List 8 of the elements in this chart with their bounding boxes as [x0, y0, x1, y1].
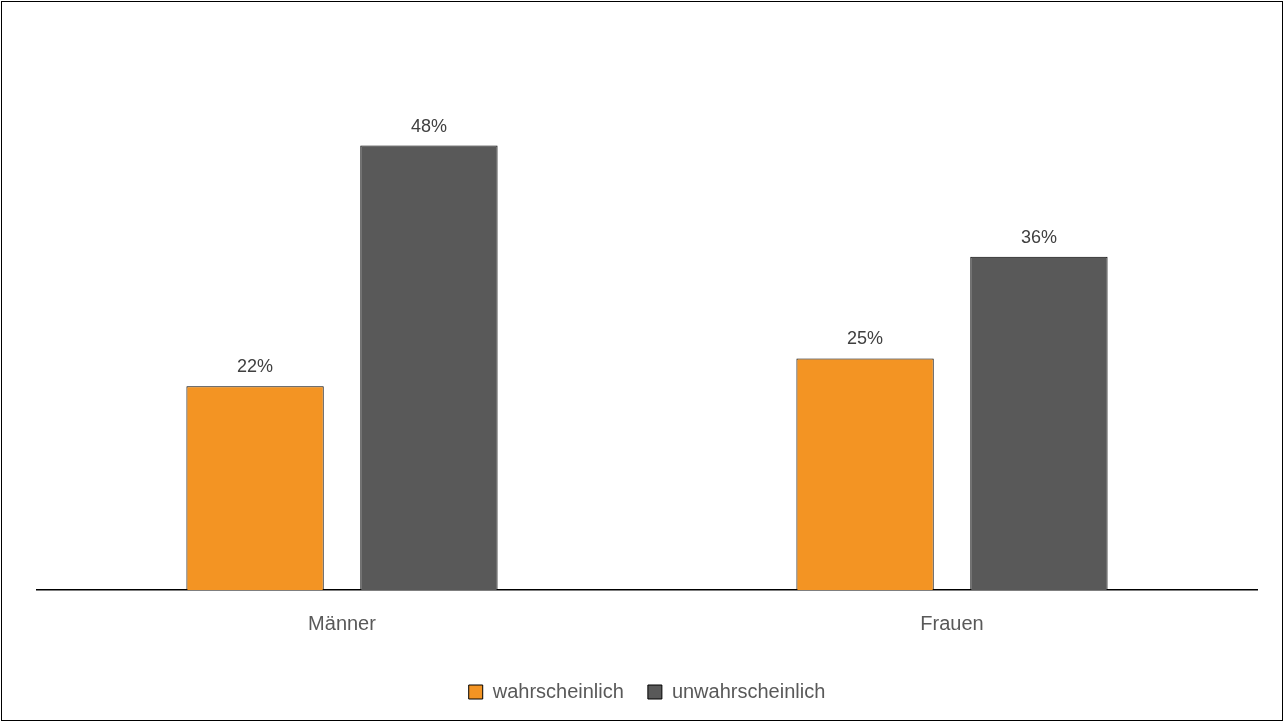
- data-label: 25%: [847, 328, 884, 349]
- data-label: 36%: [1020, 226, 1057, 247]
- data-label: 48%: [410, 115, 447, 136]
- x-tick-label: Frauen: [920, 611, 984, 634]
- data-label: 22%: [237, 356, 274, 377]
- x-tick-label: Männer: [308, 611, 377, 634]
- legend-label: wahrscheinlich: [491, 679, 624, 702]
- legend-label: unwahrscheinlich: [671, 679, 826, 702]
